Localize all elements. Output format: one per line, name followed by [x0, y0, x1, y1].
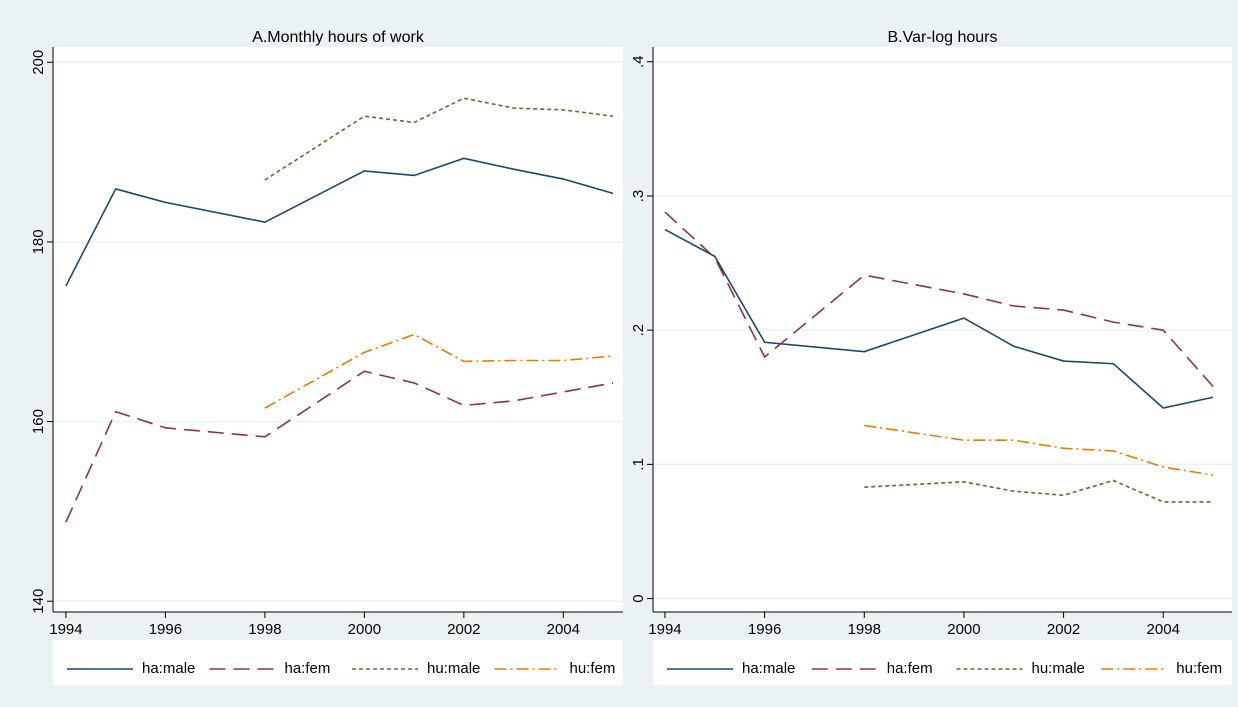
y-tick-label: 200: [30, 50, 47, 75]
x-tick-label: 1998: [848, 621, 881, 638]
plot-area: [53, 47, 623, 612]
x-tick-label: 1994: [49, 621, 82, 638]
y-tick-label: 180: [30, 229, 47, 254]
x-tick-label: 1998: [248, 621, 281, 638]
chart-title: A.Monthly hours of work: [252, 29, 425, 46]
data-line: [664, 228, 1214, 409]
x-tick-label: 2004: [1147, 621, 1180, 638]
x-tick-label: 1996: [149, 621, 182, 638]
chart-title: B.Var-log hours: [888, 29, 998, 46]
legend-label: ha:male: [142, 660, 195, 677]
x-tick-label: 2004: [547, 621, 580, 638]
legend-label: ha:fem: [887, 660, 933, 677]
y-tick-label: .1: [630, 458, 647, 471]
y-tick-label: 0: [630, 594, 647, 602]
legend-label: ha:fem: [285, 660, 331, 677]
legend-label: hu:fem: [1176, 660, 1222, 677]
data-line: [65, 370, 614, 523]
x-tick-label: 1996: [748, 621, 781, 638]
y-tick-label: .2: [630, 324, 647, 337]
data-line: [864, 424, 1214, 476]
y-tick-label: .3: [630, 190, 647, 203]
legend-label: hu:fem: [570, 660, 616, 677]
y-tick-label: 140: [30, 589, 47, 614]
y-tick-label: .4: [630, 56, 647, 69]
data-line: [264, 97, 614, 181]
legend-label: hu:male: [427, 660, 480, 677]
x-tick-label: 2000: [947, 621, 980, 638]
x-tick-label: 1994: [648, 621, 681, 638]
y-tick-label: 160: [30, 409, 47, 434]
x-tick-label: 2002: [447, 621, 480, 638]
legend-box: [653, 640, 1232, 685]
x-tick-label: 2000: [348, 621, 381, 638]
x-tick-label: 2002: [1047, 621, 1080, 638]
data-line: [264, 333, 614, 409]
legend-box: [53, 640, 623, 685]
data-line: [864, 479, 1214, 503]
data-line: [65, 157, 614, 287]
data-line: [664, 211, 1214, 388]
legend-label: hu:male: [1032, 660, 1085, 677]
legend-label: ha:male: [742, 660, 795, 677]
